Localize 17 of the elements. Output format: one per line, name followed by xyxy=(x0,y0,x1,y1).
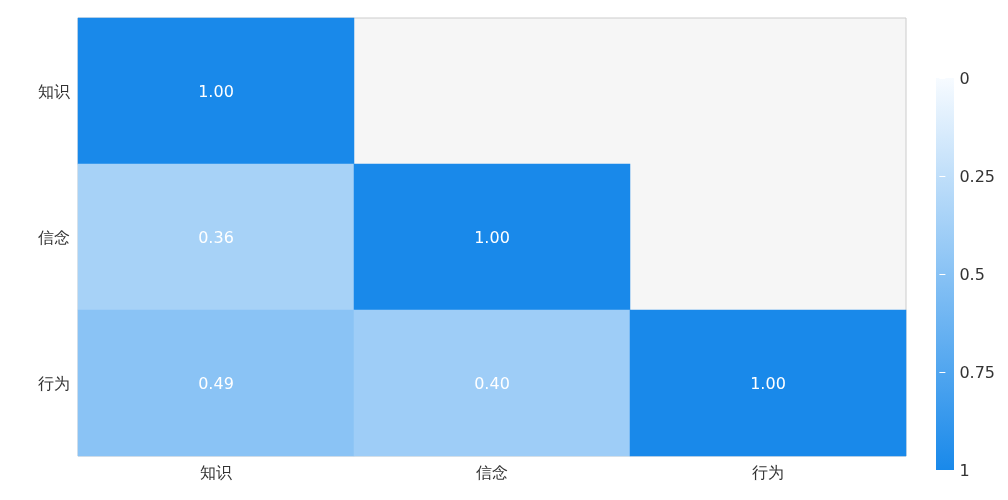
y-tick-label: 行为 xyxy=(38,373,70,393)
x-tick-label: 信念 xyxy=(476,462,508,482)
color-bar-label: 1 xyxy=(959,460,970,480)
color-bar-label: 0 xyxy=(959,68,970,88)
x-tick-label: 行为 xyxy=(752,462,784,482)
data-label: 1.00 xyxy=(474,227,510,247)
data-label: 0.49 xyxy=(198,373,234,393)
x-tick-label: 知识 xyxy=(200,462,232,482)
color-bar-label: 0.25 xyxy=(959,166,995,186)
y-tick-label: 信念 xyxy=(38,227,70,247)
color-bar-label: 0.5 xyxy=(959,264,985,284)
data-label: 0.40 xyxy=(474,373,510,393)
data-label: 0.36 xyxy=(198,227,234,247)
y-tick-label: 知识 xyxy=(38,81,70,101)
data-label: 1.00 xyxy=(198,81,234,101)
data-label: 1.00 xyxy=(750,373,786,393)
color-bar-label: 0.75 xyxy=(959,362,995,382)
